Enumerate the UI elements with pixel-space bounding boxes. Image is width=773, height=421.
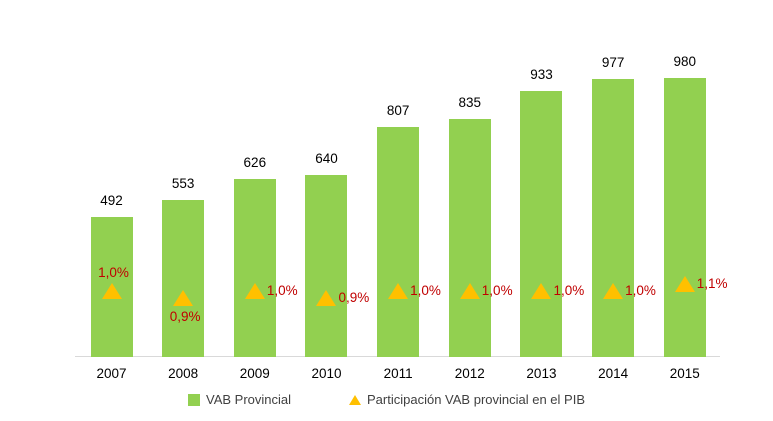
legend: VAB Provincial Participación VAB provinc… — [0, 392, 773, 407]
x-tick-label-2012: 2012 — [454, 366, 485, 381]
participation-label-2014: 1,0% — [625, 283, 656, 298]
legend-entry-vab: VAB Provincial — [188, 392, 291, 407]
participation-label-2013: 1,0% — [553, 283, 585, 298]
bar-value-label-2008: 553 — [171, 176, 195, 191]
participation-marker-2007 — [101, 283, 122, 299]
participation-label-2007: 1,0% — [98, 265, 129, 280]
bar-2010 — [305, 175, 348, 357]
bar-2014 — [592, 79, 635, 357]
participation-marker-2008 — [173, 289, 194, 306]
bar-2015 — [663, 78, 706, 357]
participation-marker-2014 — [603, 283, 624, 299]
bar-2013 — [520, 91, 563, 357]
legend-label-vab: VAB Provincial — [206, 392, 292, 407]
legend-entry-participacion: Participación VAB provincial en el PIB — [349, 392, 585, 407]
bar-2012 — [448, 119, 491, 357]
x-tick-label-2011: 2011 — [383, 366, 413, 381]
participation-marker-2015 — [674, 276, 695, 293]
participation-label-2015: 1,1% — [696, 276, 728, 292]
participation-marker-2013 — [531, 283, 552, 299]
participation-marker-2010 — [316, 289, 337, 306]
participation-label-2011: 1,0% — [410, 283, 441, 298]
bar-2011 — [377, 127, 420, 357]
x-tick-label-2009: 2009 — [239, 366, 270, 381]
green-square-icon — [188, 393, 200, 406]
bar-value-label-2013: 933 — [530, 67, 553, 82]
participation-marker-2011 — [388, 283, 409, 299]
participation-label-2012: 1,0% — [481, 283, 513, 298]
participation-label-2008: 0,9% — [169, 308, 201, 324]
bar-2008 — [162, 200, 205, 357]
bar-value-label-2009: 626 — [243, 155, 267, 170]
participation-label-2010: 0,9% — [338, 289, 370, 305]
participation-marker-2012 — [459, 283, 480, 299]
bar-value-label-2015: 980 — [673, 54, 697, 69]
x-tick-label-2007: 2007 — [96, 366, 127, 381]
x-tick-label-2008: 2008 — [168, 366, 199, 381]
bar-value-label-2010: 640 — [315, 151, 338, 166]
participation-label-2009: 1,0% — [266, 283, 298, 298]
participation-marker-2009 — [244, 283, 265, 299]
orange-triangle-icon — [349, 394, 362, 405]
bar-value-label-2014: 977 — [601, 55, 625, 70]
bar-2009 — [233, 179, 276, 357]
bar-value-label-2012: 835 — [458, 95, 482, 110]
x-tick-label-2013: 2013 — [526, 366, 557, 381]
x-tick-label-2014: 2014 — [598, 366, 629, 381]
x-tick-label-2010: 2010 — [311, 366, 342, 381]
x-tick-label-2015: 2015 — [669, 366, 700, 381]
bar-value-label-2007: 492 — [100, 193, 123, 208]
legend-label-participacion: Participación VAB provincial en el PIB — [367, 392, 585, 407]
bar-value-label-2011: 807 — [386, 103, 410, 118]
